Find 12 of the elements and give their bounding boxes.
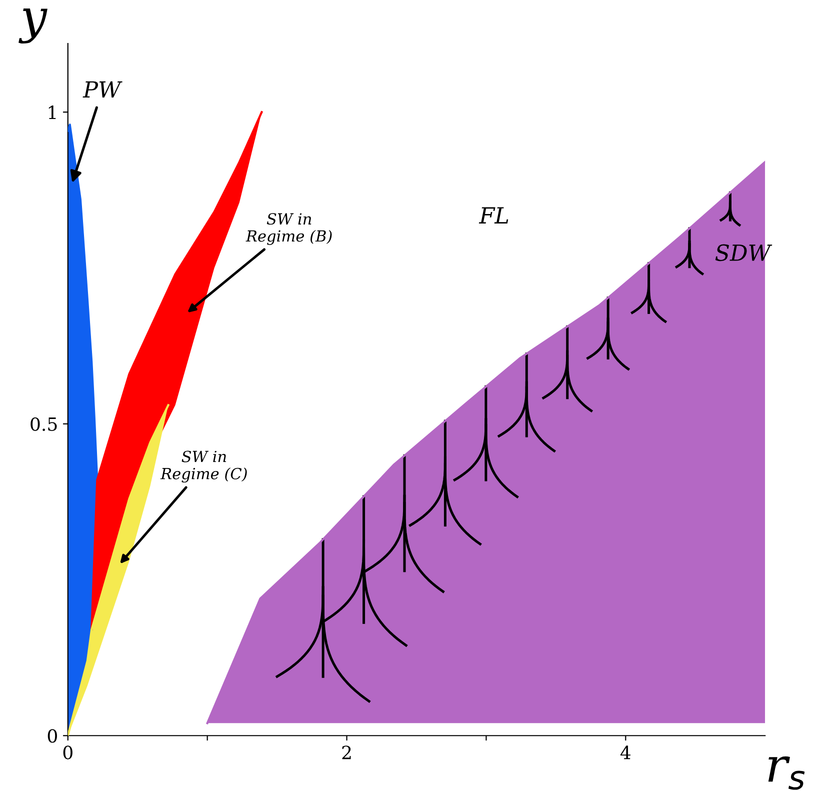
annotation: FL (478, 207, 508, 224)
y-tick-label: 0.5 (30, 417, 57, 431)
y-axis-title: y (18, 8, 48, 44)
y-tick-label: 0 (48, 729, 57, 743)
x-tick-label: 0 (63, 746, 72, 760)
series-label: PW (82, 81, 122, 98)
y-tick-label: 1 (48, 106, 56, 119)
x-tick-label: 4 (620, 746, 630, 760)
x-axis-title: r$_{s}$ (768, 756, 805, 790)
x-tick-label: 2 (342, 746, 351, 760)
series-label: SW in Regime (C) (160, 450, 247, 483)
series-label: SW in Regime (B) (246, 213, 332, 245)
